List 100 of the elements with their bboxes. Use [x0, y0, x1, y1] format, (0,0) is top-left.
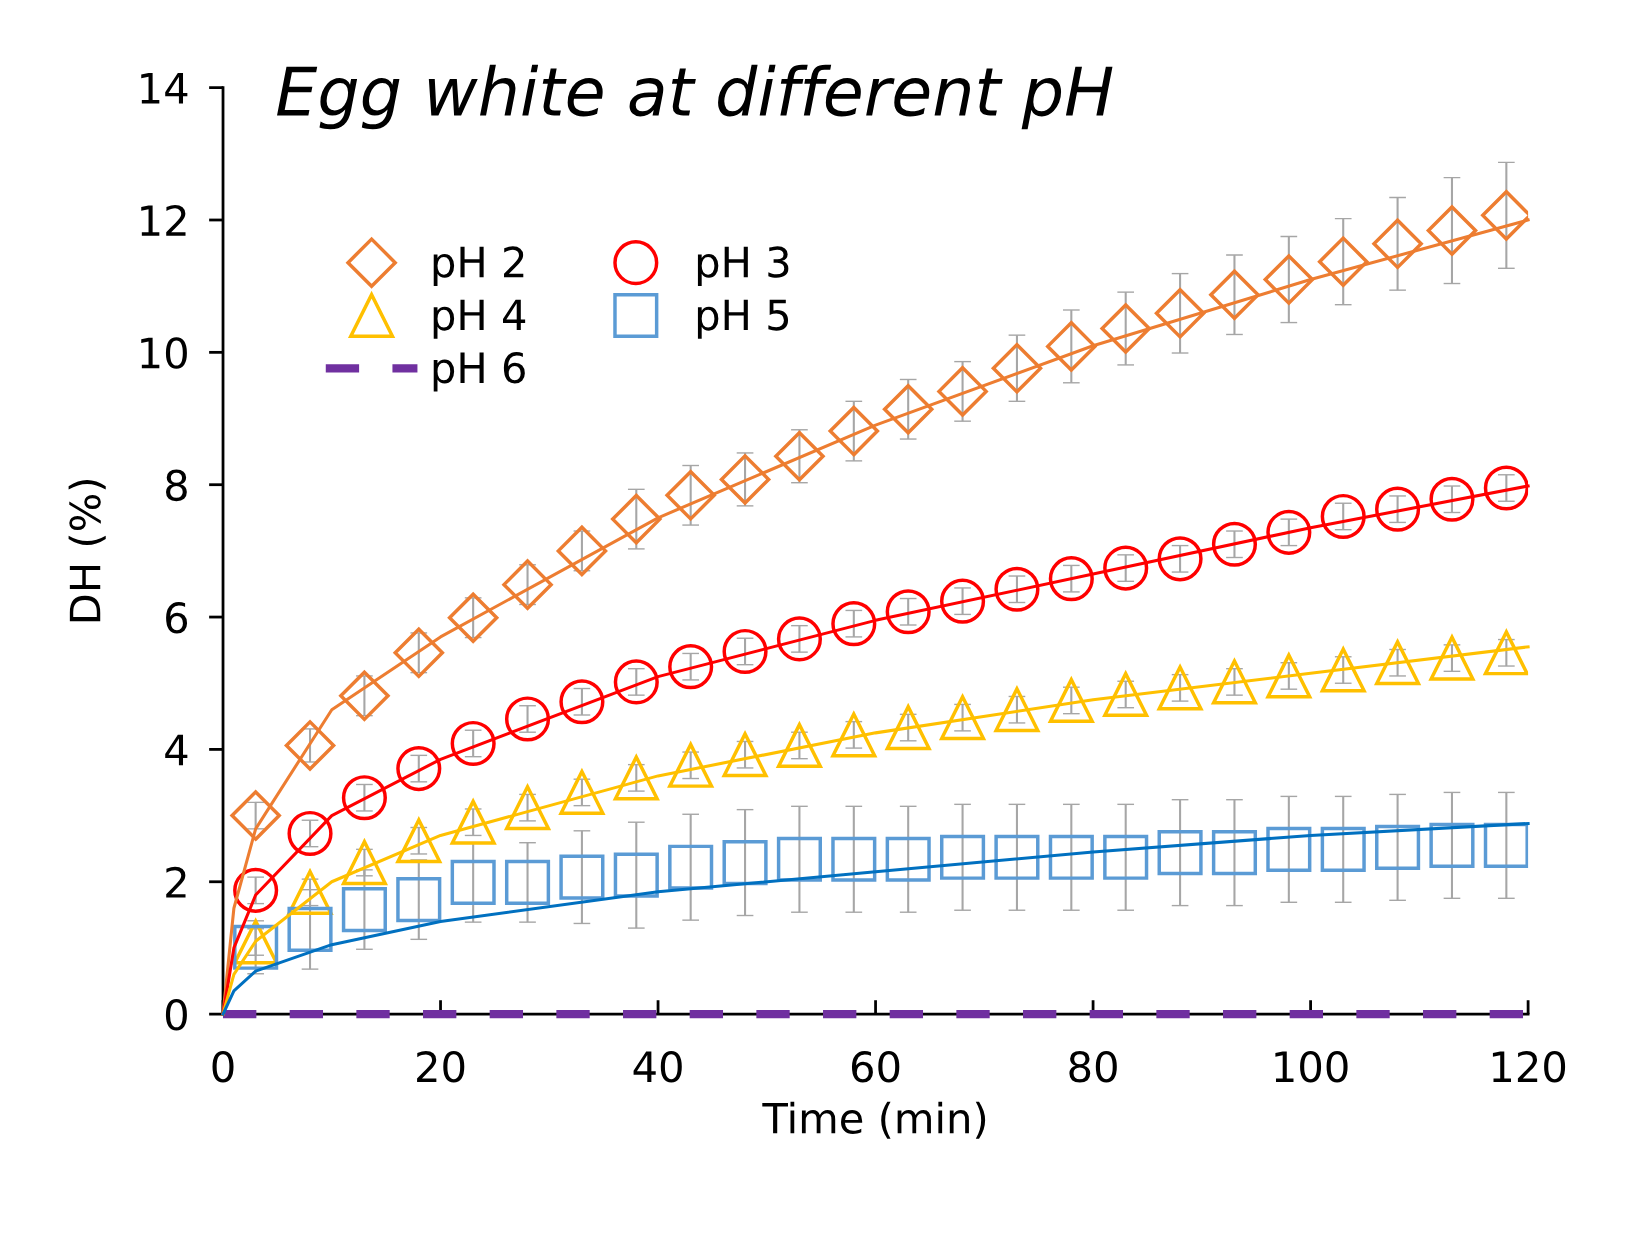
- point: [939, 578, 986, 624]
- point: [774, 430, 825, 482]
- y-axis-title: DH (%): [68, 480, 106, 622]
- x-tick-label: 20: [417, 1050, 465, 1083]
- y-tick-label: 4: [165, 734, 188, 766]
- point: [1429, 822, 1475, 868]
- point: [1047, 675, 1095, 724]
- legend-label: pH 5: [697, 299, 789, 339]
- point: [1375, 640, 1421, 686]
- point: [939, 834, 986, 880]
- point: [991, 342, 1043, 394]
- point: [1157, 830, 1203, 876]
- point: [1209, 269, 1260, 321]
- point: [1102, 669, 1150, 718]
- point: [450, 720, 496, 767]
- point: [502, 559, 553, 610]
- point: [559, 679, 605, 725]
- point: [831, 836, 877, 882]
- point: [937, 366, 988, 417]
- y-tick-label: 6: [166, 601, 188, 634]
- point: [1103, 545, 1149, 591]
- point: [559, 854, 605, 900]
- point: [341, 886, 387, 933]
- point: [1211, 830, 1258, 876]
- point: [722, 628, 768, 675]
- point: [339, 670, 390, 722]
- point: [1263, 254, 1315, 305]
- point: [504, 696, 551, 742]
- point: [1048, 556, 1094, 602]
- legend-label: pH 4: [433, 299, 526, 339]
- point: [667, 740, 715, 788]
- point: [396, 746, 442, 792]
- point: [994, 687, 1040, 733]
- point: [556, 525, 608, 577]
- y-tick-label: 10: [141, 337, 187, 369]
- point: [885, 589, 931, 635]
- point: [396, 818, 442, 864]
- x-tick-label: 0: [212, 1050, 234, 1083]
- point: [1266, 509, 1312, 555]
- x-tick-label: 60: [851, 1050, 900, 1083]
- point: [1157, 665, 1203, 711]
- point: [1320, 647, 1366, 693]
- point: [828, 405, 880, 457]
- legend-label: pH 2: [433, 246, 524, 286]
- point: [1483, 465, 1529, 511]
- point: [1103, 834, 1149, 880]
- y-tick-label: 2: [166, 866, 186, 898]
- point: [504, 859, 551, 905]
- x-tick-label: 80: [1069, 1050, 1117, 1083]
- point: [1372, 218, 1423, 270]
- y-tick-label: 14: [141, 73, 188, 104]
- point: [341, 775, 387, 821]
- point: [1483, 630, 1529, 676]
- point: [1154, 287, 1206, 339]
- point: [668, 644, 714, 690]
- point: [775, 720, 823, 769]
- point: [1048, 834, 1094, 880]
- legend-label: pH 3: [697, 246, 789, 286]
- point: [1266, 826, 1312, 872]
- point: [1375, 824, 1421, 870]
- point: [1046, 321, 1097, 372]
- point: [447, 592, 499, 644]
- point: [287, 810, 333, 857]
- point: [393, 627, 445, 679]
- point: [1429, 476, 1475, 522]
- point: [885, 705, 931, 751]
- point: [882, 383, 934, 435]
- point: [994, 566, 1040, 612]
- point: [504, 785, 551, 831]
- point: [994, 834, 1040, 880]
- point: [1375, 486, 1421, 532]
- point: [1426, 205, 1478, 256]
- point: [558, 767, 606, 815]
- x-tick-label: 40: [633, 1050, 682, 1083]
- point: [341, 840, 387, 886]
- point: [722, 732, 768, 778]
- point: [1211, 521, 1258, 567]
- point: [1320, 826, 1366, 872]
- point: [1157, 536, 1203, 582]
- point: [613, 659, 659, 705]
- point: [1320, 493, 1366, 540]
- point: [939, 695, 986, 741]
- chart-title: Egg white at different pH: [277, 64, 1113, 130]
- point: [284, 720, 336, 771]
- point: [665, 469, 716, 521]
- point: [233, 867, 279, 913]
- point: [613, 755, 659, 801]
- x-tick-label: 100: [1275, 1050, 1348, 1083]
- point: [719, 454, 771, 505]
- point: [831, 712, 877, 758]
- point: [396, 877, 442, 923]
- point: [1266, 653, 1312, 699]
- point: [1211, 659, 1258, 705]
- point: [885, 836, 931, 882]
- point: [776, 616, 822, 662]
- y-tick-label: 8: [166, 469, 187, 502]
- point: [831, 601, 877, 647]
- point: [230, 790, 281, 841]
- y-tick-label: 12: [141, 204, 186, 236]
- x-tick-label: 120: [1492, 1050, 1566, 1083]
